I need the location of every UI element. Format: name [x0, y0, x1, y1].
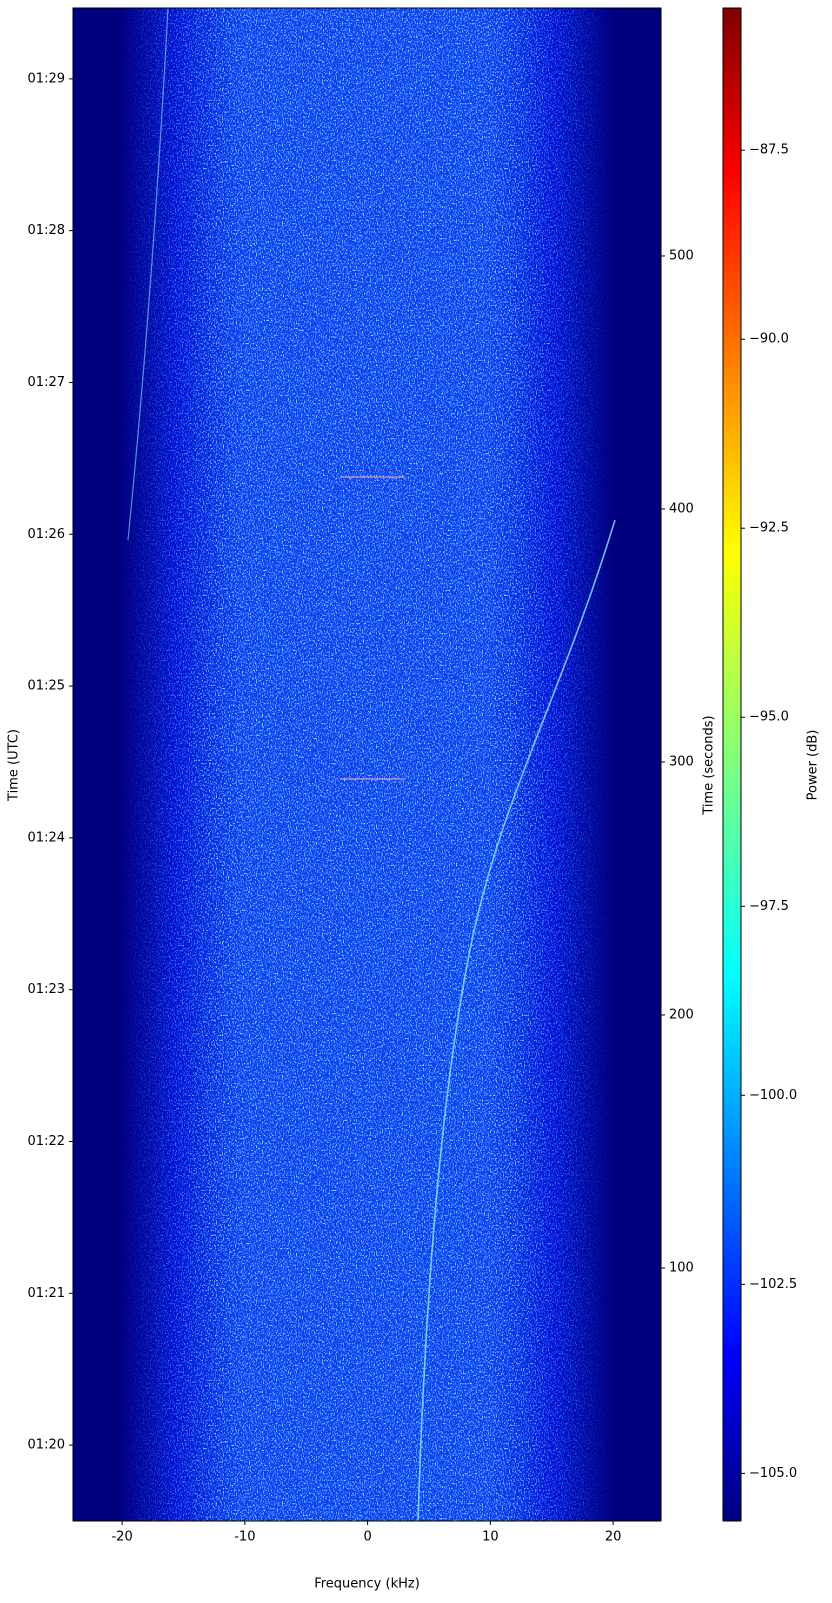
colorbar-tick-label: −87.5 [749, 143, 789, 158]
y-tick-label: 01:28 [28, 223, 65, 238]
plot-frame [72, 7, 662, 1522]
x-axis-label: Frequency (kHz) [314, 1577, 420, 1592]
y-tick-label: 01:20 [28, 1438, 65, 1453]
x-tick-label: 20 [605, 1530, 622, 1545]
x-tick-label: 0 [363, 1530, 371, 1545]
colorbar-tick-label: −90.0 [749, 332, 789, 347]
y2-axis-label: Time (seconds) [702, 715, 717, 815]
y-tick-label: 01:25 [28, 679, 65, 694]
colorbar-tick-label: −102.5 [749, 1277, 797, 1292]
colorbar-tick-label: −105.0 [749, 1466, 797, 1481]
colorbar-tick-label: −92.5 [749, 521, 789, 536]
x-tick-label: -20 [111, 1530, 132, 1545]
x-tick-label: -10 [234, 1530, 255, 1545]
y-tick-label: 01:22 [28, 1134, 65, 1149]
colorbar-tick-label: −95.0 [749, 710, 789, 725]
y-tick-label: 01:29 [28, 71, 65, 86]
y2-tick-label: 100 [669, 1260, 694, 1275]
y-tick-label: 01:26 [28, 527, 65, 542]
colorbar-tick-label: −97.5 [749, 899, 789, 914]
y-tick-label: 01:27 [28, 375, 65, 390]
colorbar-label: Power (dB) [806, 730, 821, 801]
y-axis-label: Time (UTC) [7, 729, 22, 802]
y2-tick-label: 400 [669, 501, 694, 516]
spectrogram-image [73, 7, 661, 1522]
y-tick-label: 01:24 [28, 830, 65, 845]
y-tick-label: 01:23 [28, 982, 65, 997]
colorbar [722, 7, 742, 1522]
y2-tick-label: 500 [669, 248, 694, 263]
y2-tick-label: 200 [669, 1007, 694, 1022]
x-tick-label: 10 [482, 1530, 499, 1545]
colorbar-tick-label: −100.0 [749, 1088, 797, 1103]
y-tick-label: 01:21 [28, 1286, 65, 1301]
y2-tick-label: 300 [669, 754, 694, 769]
